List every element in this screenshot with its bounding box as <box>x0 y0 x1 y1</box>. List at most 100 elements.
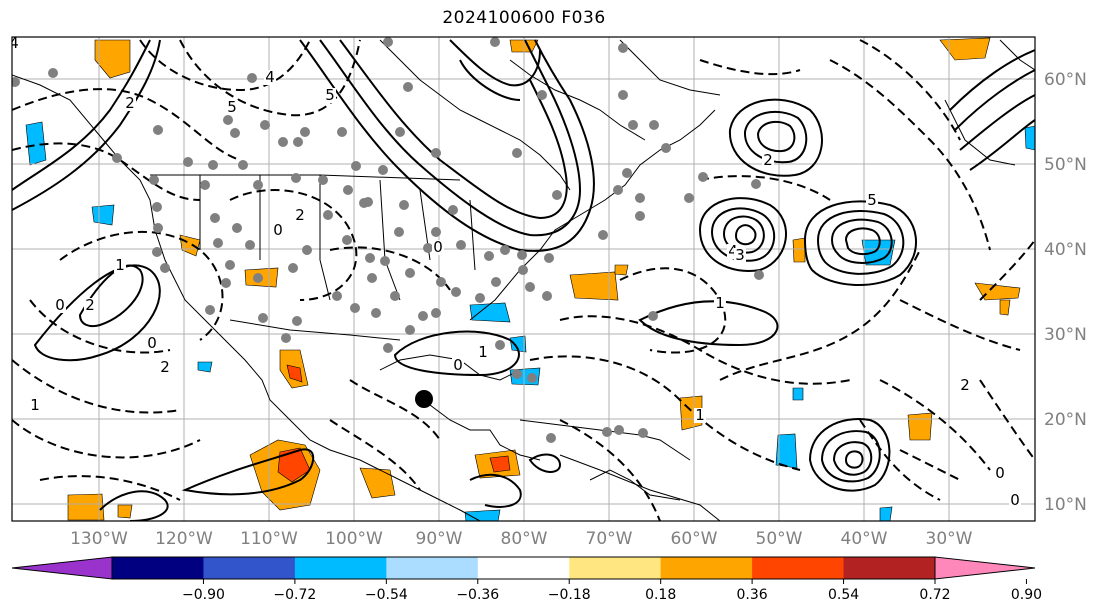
colorbar-high-extension <box>934 556 1036 580</box>
colorbar-segment <box>752 557 845 579</box>
contour-label: 4 <box>265 68 275 86</box>
lon-label: 110°W <box>240 529 298 549</box>
colorbar-segment <box>569 557 662 579</box>
lon-label: 30°W <box>926 529 973 549</box>
contour-label-bg <box>477 345 489 360</box>
colorbar-segment <box>477 557 570 579</box>
lon-label: 50°W <box>756 529 803 549</box>
dashed-contours <box>12 39 1035 521</box>
colorbar-segment <box>843 557 936 579</box>
contour-label: 0 <box>995 464 1005 482</box>
contour-label: 1 <box>478 343 488 361</box>
colorbar-segment <box>294 557 387 579</box>
lon-label: 120°W <box>155 529 213 549</box>
lon-label: 40°W <box>841 529 888 549</box>
contour-label: 0 <box>433 238 443 256</box>
contour-label: 1 <box>715 294 725 312</box>
lat-label: 30°N <box>1044 325 1087 345</box>
lat-label: 20°N <box>1044 410 1087 430</box>
colorbar-tick-label: 0.36 <box>737 587 768 603</box>
solid-contours <box>12 39 1035 521</box>
contour-label-bg <box>226 100 238 115</box>
contour-label: 5 <box>867 191 877 209</box>
contour-label-bg <box>959 378 971 393</box>
colorbar-segment <box>660 557 753 579</box>
contour-label: 5 <box>325 86 335 104</box>
contour-label-bg <box>452 358 464 373</box>
contour-label: 1 <box>30 396 40 414</box>
colorbar: −0.90 −0.72 −0.54 −0.36 −0.18 0.18 0.36 0.54 0.7… <box>11 556 1042 603</box>
contour-label-bg <box>84 298 96 313</box>
contour-label: 2 <box>160 358 170 376</box>
storm-center-marker <box>415 390 433 408</box>
colorbar-low-extension <box>11 556 113 580</box>
contour-label-bg <box>159 360 171 375</box>
colorbar-tick-label: −0.54 <box>365 587 408 603</box>
colorbar-segment <box>386 557 479 579</box>
contour-label-bg <box>324 88 336 103</box>
contour-label: 0 <box>1010 491 1020 509</box>
contour-label-bg <box>432 240 444 255</box>
contour-label-bg <box>294 208 306 223</box>
lon-label: 60°W <box>671 529 718 549</box>
colorbar-tick-label: −0.36 <box>456 587 499 603</box>
contour-label-bg <box>1009 493 1021 508</box>
lon-label: 90°W <box>416 529 463 549</box>
contour-label: 2 <box>960 376 970 394</box>
colorbar-segment <box>203 557 296 579</box>
colorbar-tick-label: −0.90 <box>182 587 225 603</box>
lon-label: 80°W <box>501 529 548 549</box>
contour-label-bg <box>734 248 746 263</box>
contour-label: 0 <box>55 296 65 314</box>
contour-label-bg <box>264 70 276 85</box>
contour-label: 2 <box>763 151 773 169</box>
colorbar-segment <box>112 557 204 579</box>
contour-label: 0 <box>273 221 283 239</box>
lon-label: 70°W <box>586 529 633 549</box>
contour-label: 3 <box>735 246 745 264</box>
contour-label-bg <box>762 153 774 168</box>
contour-label-bg <box>694 408 706 423</box>
map-frame <box>11 36 1036 522</box>
colorbar-tick-label: 0.54 <box>828 587 859 603</box>
contour-label-bg <box>272 223 284 238</box>
contour-label: 0 <box>147 334 157 352</box>
shaded-anomaly-regions <box>25 37 1035 521</box>
lon-label: 130°W <box>70 529 128 549</box>
lon-label: 100°W <box>325 529 383 549</box>
contour-label-bg <box>714 296 726 311</box>
latitude-axis: 60°N 50°N 40°N 30°N 20°N 10°N <box>1044 70 1087 515</box>
colorbar-tick-label: 0.72 <box>919 587 950 603</box>
observation-dots <box>12 37 764 443</box>
longitude-axis: 130°W 120°W 110°W 100°W 90°W 80°W 70°W 6… <box>70 529 973 549</box>
contour-label: 5 <box>227 98 237 116</box>
colorbar-tick-label: −0.18 <box>548 587 591 603</box>
contour-label: 2 <box>85 296 95 314</box>
contour-label: 1 <box>115 256 125 274</box>
contour-label: 2 <box>295 206 305 224</box>
contour-label: 4 <box>728 242 738 260</box>
contour-label-bg <box>866 193 878 208</box>
contour-label-bg <box>114 258 126 273</box>
contour-label-bg <box>124 96 136 111</box>
colorbar-tick-label: 0.90 <box>1011 587 1042 603</box>
lat-label: 50°N <box>1044 155 1087 175</box>
lat-label: 40°N <box>1044 240 1087 260</box>
colorbar-tick-label: −0.72 <box>273 587 316 603</box>
colorbar-tick-label: 0.18 <box>645 587 676 603</box>
contour-label: 4 <box>9 34 19 52</box>
contour-label-bg <box>29 398 41 413</box>
contour-label-bg <box>994 466 1006 481</box>
contour-label-bg <box>54 298 66 313</box>
contour-label: 1 <box>695 406 705 424</box>
map-title: 2024100600 F036 <box>442 8 606 28</box>
contour-label-bg <box>146 336 158 351</box>
contour-label: 0 <box>453 356 463 374</box>
contour-label-bg <box>12 37 20 51</box>
colorbar-outline <box>111 556 936 580</box>
lat-label: 60°N <box>1044 70 1087 90</box>
lat-label: 10°N <box>1044 495 1087 515</box>
contour-label: 2 <box>125 94 135 112</box>
